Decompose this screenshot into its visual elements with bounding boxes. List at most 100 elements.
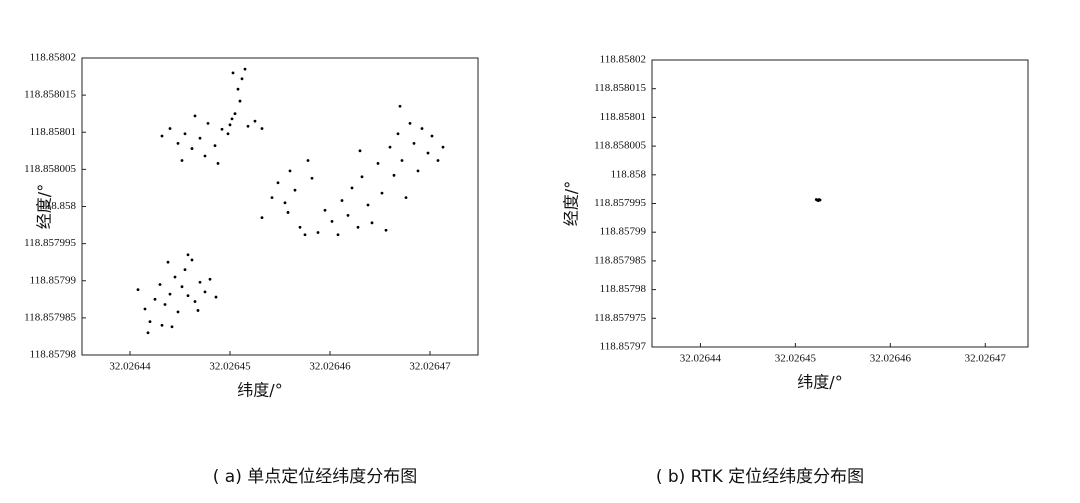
point bbox=[416, 169, 420, 173]
point bbox=[148, 320, 152, 323]
point bbox=[166, 260, 170, 264]
point bbox=[176, 310, 180, 314]
caption: ( b) RTK 定位经纬度分布图 bbox=[656, 467, 864, 487]
point bbox=[208, 277, 212, 281]
point bbox=[360, 175, 364, 179]
x-tick-label: 32.02646 bbox=[309, 361, 351, 373]
point bbox=[186, 294, 190, 297]
point bbox=[356, 225, 360, 229]
point bbox=[226, 132, 230, 136]
x-tick-label: 32.02646 bbox=[870, 353, 912, 365]
point bbox=[260, 216, 264, 220]
point bbox=[400, 159, 404, 162]
point bbox=[370, 221, 374, 225]
point bbox=[146, 331, 150, 335]
point bbox=[168, 292, 172, 296]
y-tick-label: 118.85802 bbox=[30, 52, 76, 64]
point bbox=[180, 159, 184, 162]
point bbox=[193, 114, 197, 118]
point bbox=[168, 127, 172, 130]
point bbox=[158, 283, 162, 286]
point bbox=[213, 144, 217, 148]
point bbox=[398, 104, 402, 108]
x-tick-label: 32.02645 bbox=[775, 353, 817, 365]
point bbox=[814, 198, 818, 201]
point bbox=[818, 198, 822, 202]
point bbox=[288, 169, 292, 173]
point bbox=[243, 67, 247, 71]
point bbox=[260, 127, 264, 130]
y-tick-label: 118.858015 bbox=[594, 82, 646, 94]
y-tick-label: 118.85801 bbox=[30, 126, 76, 138]
point bbox=[303, 233, 307, 237]
point bbox=[230, 117, 234, 121]
point bbox=[190, 147, 194, 150]
y-tick-label: 118.857985 bbox=[594, 254, 646, 266]
y-tick-label: 118.857975 bbox=[594, 312, 646, 324]
point bbox=[384, 228, 388, 232]
point bbox=[366, 203, 370, 207]
x-tick-label: 32.02647 bbox=[965, 353, 1007, 365]
point bbox=[346, 214, 350, 217]
point bbox=[340, 199, 344, 202]
point bbox=[163, 303, 167, 306]
y-axis-label: 经度/° bbox=[562, 181, 581, 226]
point bbox=[376, 162, 380, 165]
y-tick-label: 118.858005 bbox=[24, 163, 76, 175]
y-tick-label: 118.858 bbox=[41, 200, 77, 212]
point bbox=[336, 233, 340, 237]
point bbox=[408, 121, 412, 125]
point bbox=[298, 225, 302, 229]
point bbox=[396, 132, 400, 136]
point bbox=[276, 181, 280, 185]
point bbox=[392, 173, 396, 177]
point bbox=[286, 211, 290, 214]
y-tick-label: 118.85797 bbox=[600, 341, 647, 353]
point bbox=[404, 196, 408, 199]
point bbox=[253, 119, 257, 123]
y-tick-label: 118.85799 bbox=[600, 226, 647, 238]
point bbox=[216, 162, 220, 165]
x-axis-label: 纬度/° bbox=[797, 373, 842, 392]
point bbox=[310, 176, 314, 180]
x-tick-label: 32.02644 bbox=[109, 361, 151, 373]
y-axis-label: 经度/° bbox=[35, 184, 54, 229]
x-tick-label: 32.02644 bbox=[680, 353, 722, 365]
point bbox=[323, 208, 327, 212]
y-tick-label: 118.857995 bbox=[24, 237, 76, 249]
point bbox=[441, 145, 445, 149]
y-tick-label: 118.85799 bbox=[30, 274, 77, 286]
point bbox=[206, 121, 210, 125]
point bbox=[198, 280, 202, 284]
y-tick-label: 118.858 bbox=[611, 168, 647, 180]
point bbox=[183, 132, 187, 136]
plot-frame bbox=[81, 57, 479, 356]
point bbox=[283, 201, 287, 205]
point bbox=[190, 258, 194, 262]
y-tick-label: 118.85802 bbox=[600, 54, 646, 66]
point bbox=[160, 323, 164, 327]
point bbox=[198, 136, 202, 140]
point bbox=[246, 124, 250, 128]
point bbox=[240, 77, 244, 81]
point bbox=[228, 123, 232, 127]
point bbox=[330, 219, 334, 223]
point bbox=[358, 149, 362, 153]
point bbox=[173, 275, 177, 279]
point bbox=[236, 87, 240, 91]
caption: ( a) 单点定位经纬度分布图 bbox=[213, 467, 418, 487]
point bbox=[436, 159, 440, 162]
point bbox=[196, 309, 200, 312]
point bbox=[420, 127, 424, 130]
point bbox=[186, 253, 190, 257]
point bbox=[220, 127, 224, 131]
point bbox=[293, 188, 297, 192]
y-tick-label: 118.85798 bbox=[600, 283, 647, 295]
point bbox=[270, 196, 274, 199]
point bbox=[183, 268, 187, 272]
y-tick-label: 118.85798 bbox=[30, 349, 77, 361]
y-tick-label: 118.858015 bbox=[24, 89, 76, 101]
point bbox=[426, 151, 430, 155]
